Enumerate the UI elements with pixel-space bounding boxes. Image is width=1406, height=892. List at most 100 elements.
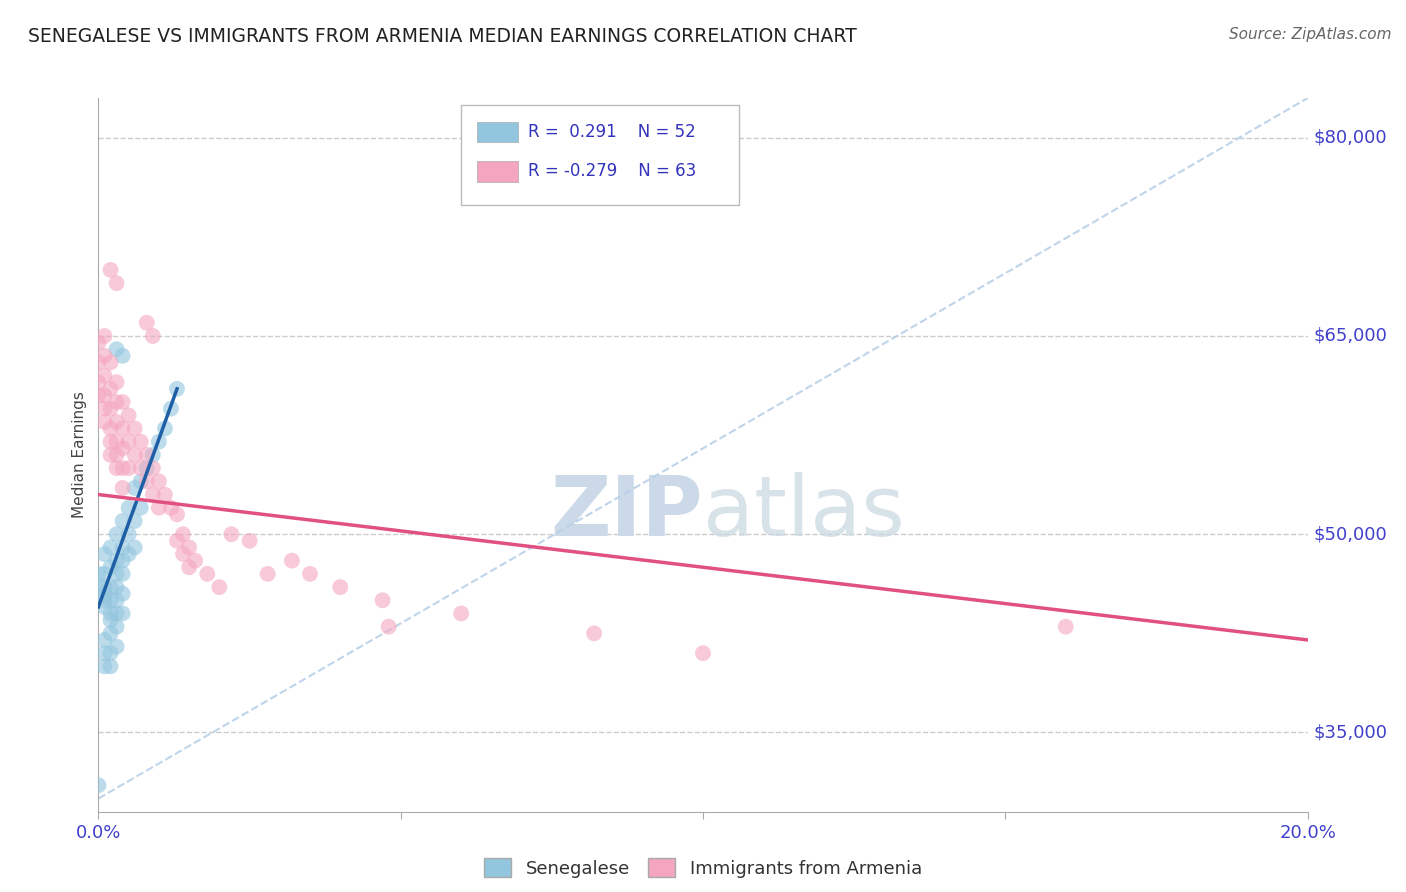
- Point: [118, 500, 141, 515]
- Text: $80,000: $80,000: [1313, 128, 1388, 147]
- Point: [93, 587, 115, 601]
- Point: [105, 580, 128, 594]
- Point: [256, 566, 278, 581]
- Point: [118, 409, 141, 423]
- Point: [111, 554, 134, 568]
- Point: [1054, 620, 1077, 634]
- Point: [105, 276, 128, 290]
- Point: [93, 415, 115, 429]
- Point: [93, 659, 115, 673]
- Point: [93, 329, 115, 343]
- Point: [100, 626, 122, 640]
- Point: [100, 355, 122, 369]
- FancyBboxPatch shape: [477, 161, 517, 182]
- Point: [111, 481, 134, 495]
- FancyBboxPatch shape: [461, 105, 740, 205]
- Point: [124, 541, 146, 555]
- Point: [105, 607, 128, 621]
- Point: [129, 475, 152, 489]
- Point: [124, 514, 146, 528]
- Point: [166, 533, 188, 548]
- Point: [142, 448, 165, 462]
- Point: [100, 607, 122, 621]
- Point: [100, 560, 122, 574]
- Text: atlas: atlas: [703, 472, 904, 552]
- Point: [329, 580, 352, 594]
- Point: [129, 461, 152, 475]
- Point: [111, 442, 134, 456]
- Point: [87, 580, 110, 594]
- Point: [195, 566, 218, 581]
- Point: [166, 508, 188, 522]
- Point: [105, 342, 128, 356]
- Point: [100, 659, 122, 673]
- Point: [105, 593, 128, 607]
- Point: [371, 593, 394, 607]
- Point: [105, 395, 128, 409]
- Point: [100, 541, 122, 555]
- Text: $50,000: $50,000: [1313, 525, 1388, 543]
- Point: [118, 434, 141, 449]
- Point: [177, 541, 201, 555]
- Text: Source: ZipAtlas.com: Source: ZipAtlas.com: [1229, 27, 1392, 42]
- Point: [111, 566, 134, 581]
- Point: [100, 263, 122, 277]
- Text: ZIP: ZIP: [551, 472, 703, 552]
- Point: [105, 566, 128, 581]
- Point: [87, 388, 110, 402]
- Point: [105, 527, 128, 541]
- Point: [105, 376, 128, 390]
- Point: [142, 329, 165, 343]
- Point: [124, 421, 146, 435]
- Point: [118, 461, 141, 475]
- Point: [135, 475, 157, 489]
- Point: [87, 778, 110, 792]
- Point: [93, 566, 115, 581]
- Point: [148, 475, 170, 489]
- Point: [93, 547, 115, 561]
- Text: R =  0.291    N = 52: R = 0.291 N = 52: [527, 123, 696, 141]
- Point: [87, 376, 110, 390]
- Point: [153, 421, 176, 435]
- Point: [93, 580, 115, 594]
- Point: [135, 461, 157, 475]
- Point: [692, 646, 714, 660]
- Point: [177, 560, 201, 574]
- Point: [100, 382, 122, 396]
- Point: [450, 607, 472, 621]
- Point: [100, 448, 122, 462]
- Point: [93, 646, 115, 660]
- Point: [100, 593, 122, 607]
- Point: [93, 401, 115, 416]
- Point: [105, 554, 128, 568]
- Point: [160, 500, 183, 515]
- Y-axis label: Median Earnings: Median Earnings: [72, 392, 87, 518]
- Point: [93, 593, 115, 607]
- Legend: Senegalese, Immigrants from Armenia: Senegalese, Immigrants from Armenia: [477, 851, 929, 885]
- Point: [100, 580, 122, 594]
- Point: [142, 461, 165, 475]
- Point: [129, 434, 152, 449]
- Text: R = -0.279    N = 63: R = -0.279 N = 63: [527, 162, 696, 180]
- Point: [583, 626, 606, 640]
- Point: [208, 580, 231, 594]
- Point: [299, 566, 322, 581]
- Point: [172, 547, 194, 561]
- Point: [100, 401, 122, 416]
- Point: [105, 620, 128, 634]
- FancyBboxPatch shape: [477, 121, 517, 143]
- Point: [111, 607, 134, 621]
- Point: [153, 487, 176, 501]
- Point: [281, 554, 304, 568]
- Point: [148, 434, 170, 449]
- Point: [87, 355, 110, 369]
- Point: [111, 514, 134, 528]
- Point: [105, 461, 128, 475]
- Point: [124, 481, 146, 495]
- Point: [118, 547, 141, 561]
- Point: [105, 415, 128, 429]
- Point: [100, 421, 122, 435]
- Point: [100, 434, 122, 449]
- Point: [239, 533, 262, 548]
- Point: [105, 434, 128, 449]
